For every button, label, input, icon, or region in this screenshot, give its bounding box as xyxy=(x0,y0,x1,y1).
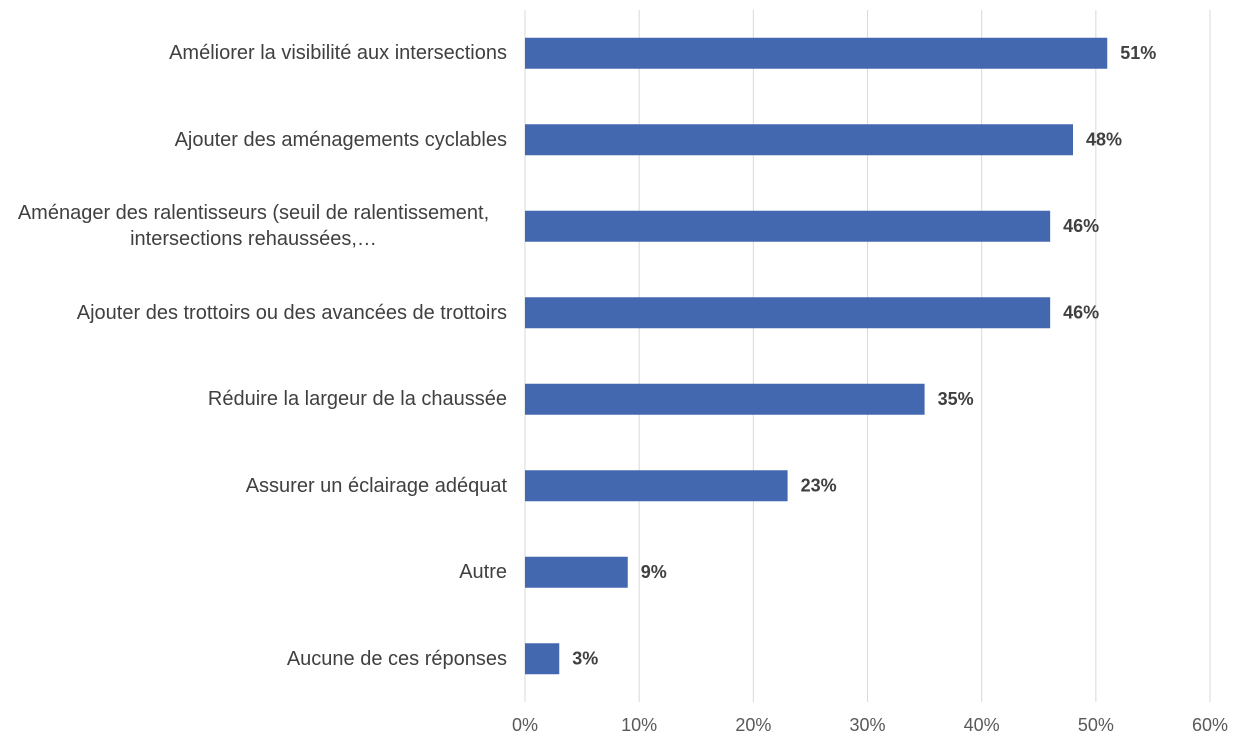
bar xyxy=(525,124,1073,156)
x-tick-label: 40% xyxy=(964,715,1000,735)
y-tick-label: Améliorer la visibilité aux intersection… xyxy=(169,42,507,65)
y-tick-label-box: Autre xyxy=(0,529,507,616)
y-tick-label: Ajouter des trottoirs ou des avancées de… xyxy=(76,301,507,324)
x-tick-label: 20% xyxy=(735,715,771,735)
y-tick-label: Ajouter des aménagements cyclables xyxy=(174,128,507,151)
y-tick-label-box: Aucune de ces réponses xyxy=(0,616,507,703)
y-tick-label-box: Aménager des ralentisseurs (seuil de ral… xyxy=(0,183,507,270)
y-tick-label: Autre xyxy=(459,561,507,584)
y-tick-label-box: Réduire la largeur de la chaussée xyxy=(0,356,507,443)
data-label: 35% xyxy=(938,389,974,409)
x-tick-label: 10% xyxy=(621,715,657,735)
data-label: 3% xyxy=(572,649,598,669)
y-tick-label-box: Ajouter des aménagements cyclables xyxy=(0,97,507,184)
data-label: 46% xyxy=(1063,303,1099,323)
x-tick-label: 50% xyxy=(1078,715,1114,735)
x-tick-label: 60% xyxy=(1192,715,1228,735)
x-tick-label: 30% xyxy=(849,715,885,735)
y-tick-label: Aucune de ces réponses xyxy=(286,647,507,670)
bar xyxy=(525,470,788,502)
bar xyxy=(525,556,628,588)
y-tick-label: Réduire la largeur de la chaussée xyxy=(207,388,507,411)
x-tick-label: 0% xyxy=(512,715,538,735)
bar xyxy=(525,37,1108,69)
data-label: 51% xyxy=(1120,43,1156,63)
data-label: 9% xyxy=(641,562,667,582)
data-label: 46% xyxy=(1063,216,1099,236)
bar xyxy=(525,210,1051,242)
y-tick-label-box: Améliorer la visibilité aux intersection… xyxy=(0,10,507,97)
bar xyxy=(525,643,560,675)
y-tick-label: Aménager des ralentisseurs (seuil de ral… xyxy=(17,202,490,251)
y-tick-label-box: Assurer un éclairage adéquat xyxy=(0,443,507,530)
y-tick-label: Assurer un éclairage adéquat xyxy=(245,474,507,497)
bar xyxy=(525,297,1051,329)
bar xyxy=(525,383,925,415)
data-label: 48% xyxy=(1086,130,1122,150)
data-label: 23% xyxy=(801,476,837,496)
y-tick-label-box: Ajouter des trottoirs ou des avancées de… xyxy=(0,270,507,357)
